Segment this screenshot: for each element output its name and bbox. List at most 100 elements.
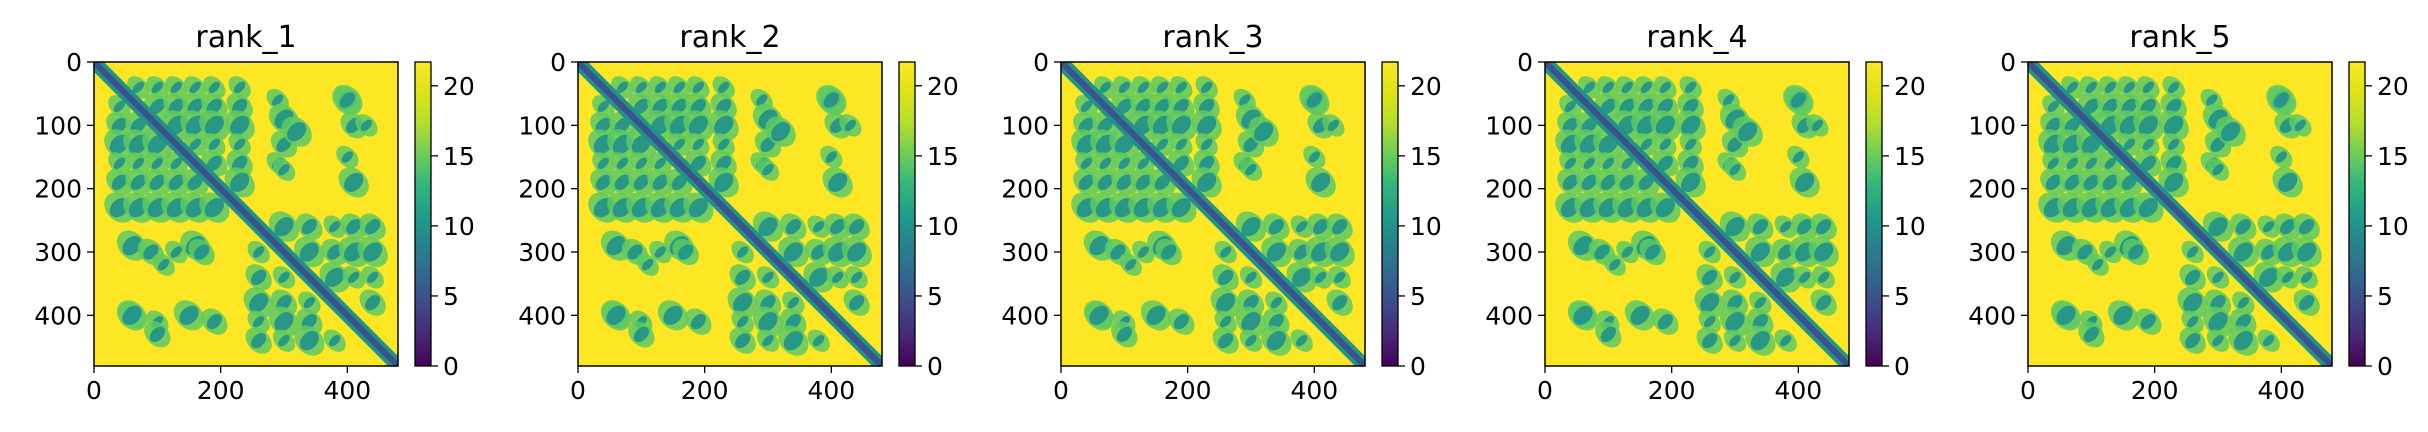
plot-frame (577, 61, 883, 367)
contact-core (2212, 271, 2224, 284)
contact-core (230, 115, 250, 135)
contact-core (251, 333, 267, 349)
contact-core (690, 314, 706, 330)
contact-core (1727, 295, 1743, 311)
contact-core (1306, 92, 1322, 108)
contact-core (1655, 115, 1675, 135)
x-tick-label: 0 (86, 376, 102, 405)
contact-core (2183, 293, 2203, 313)
contact-core (2091, 258, 2104, 271)
contact-core (1722, 94, 1735, 106)
contact-core (2261, 244, 2277, 260)
contact-core (151, 157, 164, 170)
contact-core (327, 244, 343, 260)
panel-title: rank_1 (195, 20, 296, 55)
contact-core (1602, 157, 1615, 170)
contact-core (1640, 138, 1653, 151)
contact-core (1135, 98, 1151, 114)
contact-core (1619, 174, 1635, 190)
contact-core (1583, 157, 1596, 170)
contact-core (204, 198, 224, 218)
colorbar-tick-label: 5 (443, 282, 459, 311)
contact-core (1332, 295, 1348, 311)
contact-core (1619, 98, 1635, 114)
contact-core (2297, 242, 2317, 262)
contact-core (2140, 314, 2156, 330)
contact-core (2066, 81, 2079, 94)
contact-core (170, 246, 183, 258)
contact-core (149, 98, 165, 114)
contact-core (1116, 326, 1132, 342)
contact-core (1332, 219, 1348, 235)
contact-core (654, 157, 667, 170)
contact-core (1657, 314, 1673, 330)
contact-core (2066, 157, 2079, 170)
contact-core (2212, 334, 2224, 347)
contact-core (635, 157, 648, 170)
contact-core (2064, 117, 2080, 133)
contact-core (1725, 217, 1745, 237)
contact-core (179, 305, 199, 325)
contact-core (2104, 157, 2117, 170)
contact-core (170, 81, 183, 94)
contact-core (633, 174, 649, 190)
contact-core (301, 219, 317, 235)
contact-core (1135, 174, 1151, 190)
y-tick-label: 400 (1001, 301, 1049, 330)
contact-core (785, 219, 801, 235)
contact-core (760, 295, 776, 311)
y-tick-label: 300 (34, 238, 82, 267)
x-tick-label: 400 (1290, 376, 1338, 405)
contact-core (1243, 295, 1259, 311)
contact-core (673, 138, 686, 151)
contact-core (2083, 174, 2099, 190)
contact-core (2164, 172, 2184, 192)
y-tick-label: 400 (1968, 301, 2016, 330)
x-tick-label: 200 (681, 376, 729, 405)
contact-core (1173, 98, 1189, 114)
contact-core (1245, 334, 1257, 347)
colorbar-tick-label: 20 (2377, 72, 2409, 101)
contact-core (130, 117, 146, 133)
contact-core (811, 244, 827, 260)
contact-core (714, 172, 734, 192)
contact-core (809, 267, 829, 287)
contact-core (663, 305, 683, 325)
contact-core (1681, 172, 1701, 192)
heatmap-image (578, 62, 882, 366)
x-tick-label: 400 (807, 376, 855, 405)
contact-core (2140, 98, 2156, 114)
panel-4: rank_4 0 200 400 0 100 200 300 400 0 5 10 15 20 (1485, 20, 1926, 405)
contact-core (1798, 271, 1811, 284)
colorbar-tick-label: 15 (1410, 142, 1442, 171)
contact-core (1124, 258, 1137, 271)
colorbar-tick-label: 20 (1410, 72, 1442, 101)
contact-core (606, 305, 626, 325)
contact-core (287, 122, 307, 142)
contact-core (168, 174, 184, 190)
contact-core (736, 315, 749, 328)
contact-core (1314, 271, 1327, 284)
contact-core (1684, 138, 1697, 151)
contact-core (1581, 174, 1597, 190)
contact-core (2237, 296, 2250, 309)
contact-core (597, 100, 610, 113)
contact-core (365, 219, 381, 235)
contact-core (132, 157, 145, 170)
contact-core (1583, 81, 1596, 94)
contact-core (2121, 98, 2137, 114)
contact-core (1703, 246, 1716, 258)
contact-core (787, 296, 800, 309)
plot-frame (93, 61, 399, 367)
colorbar-tick-label: 20 (443, 72, 475, 101)
colorbar-tick-label: 0 (2377, 352, 2393, 381)
contact-core (2208, 312, 2228, 332)
contact-core (344, 172, 364, 192)
contact-core (2167, 138, 2180, 151)
contact-core (2221, 122, 2241, 142)
contact-core (1621, 81, 1634, 94)
heatmap-image (1061, 62, 1365, 366)
contact-core (208, 81, 221, 94)
contact-core (278, 163, 290, 176)
contact-core (641, 258, 654, 271)
